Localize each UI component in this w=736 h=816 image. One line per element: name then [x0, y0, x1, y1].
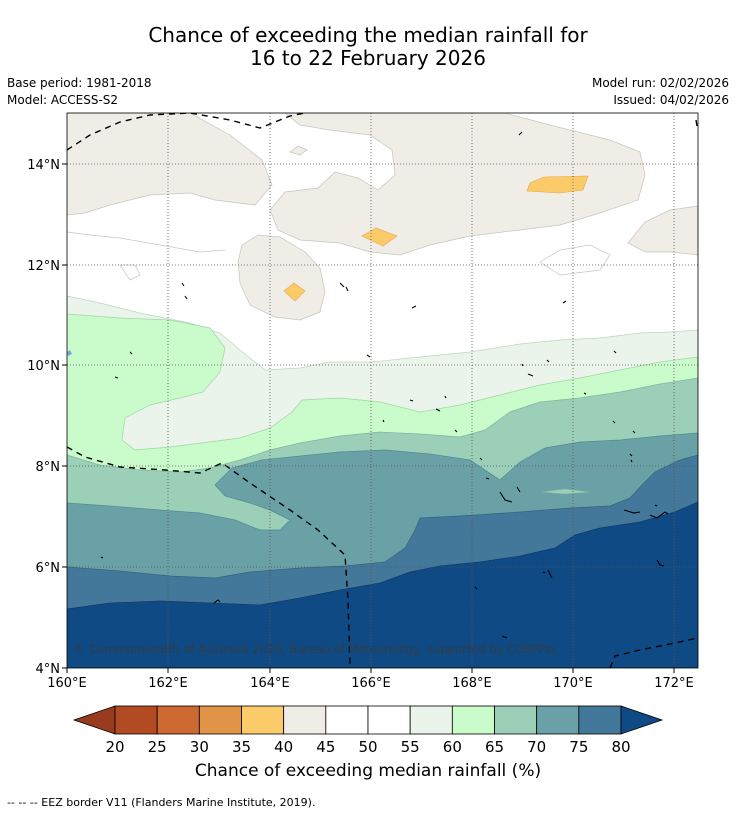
colorbar-segment-50-55 — [367, 705, 411, 735]
base-period: Base period: 1981-2018 — [7, 76, 152, 90]
eez-border-southeast — [609, 637, 698, 668]
colorbar-tick-45: 45 — [316, 738, 335, 756]
issued-date: Issued: 04/02/2026 — [613, 93, 729, 107]
lon-label-164E: 164°E — [250, 676, 290, 691]
western-edge-marker — [67, 350, 72, 356]
colorbar-tick-70: 70 — [527, 738, 546, 756]
rainfall-probability-map: © Commonwealth of Australia 2026, Bureau… — [67, 113, 698, 668]
colorbar-label: Chance of exceeding median rainfall (%) — [194, 761, 542, 781]
colorbar: 20 25 30 35 40 45 50 55 60 65 70 75 80 — [72, 705, 664, 756]
eez-border-north — [67, 113, 306, 151]
lat-label-6N: 6°N — [36, 561, 61, 576]
colorbar-over-arrow — [620, 705, 664, 735]
colorbar-segment-55-60 — [409, 705, 453, 735]
colorbar-segment-65-70 — [494, 705, 538, 735]
colorbar-segment-75-80 — [578, 705, 622, 735]
copyright-notice: © Commonwealth of Australia 2026, Bureau… — [74, 642, 558, 656]
colorbar-segment-70-75 — [536, 705, 580, 735]
model-run: Model run: 02/02/2026 — [591, 76, 729, 90]
lon-label-172E: 172°E — [654, 676, 694, 691]
lon-label-170E: 170°E — [553, 676, 593, 691]
lat-label-14N: 14°N — [27, 158, 60, 173]
colorbar-segment-25-30 — [156, 705, 200, 735]
colorbar-segment-20-25 — [114, 705, 158, 735]
colorbar-under-arrow — [72, 705, 116, 735]
map-gridlines — [67, 113, 698, 668]
colorbar-tick-25: 25 — [148, 738, 167, 756]
title-line-1: Chance of exceeding the median rainfall … — [148, 23, 588, 47]
axis-ticks — [62, 163, 675, 673]
contour-40-45-central-blob — [237, 234, 326, 321]
colorbar-tick-80: 80 — [611, 738, 630, 756]
islands — [100, 131, 669, 639]
lat-label-12N: 12°N — [27, 259, 60, 274]
colorbar-segment-60-65 — [451, 705, 495, 735]
contour-over-80 — [67, 501, 698, 668]
lat-label-10N: 10°N — [27, 359, 60, 374]
colorbar-tick-75: 75 — [569, 738, 588, 756]
lat-label-8N: 8°N — [36, 460, 61, 475]
colorbar-tick-30: 30 — [190, 738, 209, 756]
lon-label-162E: 162°E — [148, 676, 188, 691]
eez-footnote: -- -- -- EEZ border V11 (Flanders Marine… — [7, 796, 316, 809]
lon-label-168E: 168°E — [452, 676, 492, 691]
colorbar-tick-55: 55 — [401, 738, 420, 756]
colorbar-tick-35: 35 — [232, 738, 251, 756]
lon-label-160E: 160°E — [47, 676, 87, 691]
title-line-2: 16 to 22 February 2026 — [250, 46, 486, 70]
lon-label-166E: 166°E — [351, 676, 391, 691]
contour-40-45-north-central — [269, 113, 646, 256]
colorbar-tick-40: 40 — [274, 738, 293, 756]
contour-40-45-east — [627, 205, 698, 256]
colorbar-tick-60: 60 — [443, 738, 462, 756]
map-frame — [66, 112, 699, 669]
colorbar-segment-45-50 — [325, 705, 369, 735]
colorbar-segment-40-45 — [283, 705, 327, 735]
colorbar-tick-65: 65 — [485, 738, 504, 756]
model-name: Model: ACCESS-S2 — [7, 93, 119, 107]
eez-border-south — [67, 446, 351, 668]
colorbar-segment-35-40 — [241, 705, 285, 735]
contour-65-70-island — [541, 488, 591, 495]
colorbar-tick-20: 20 — [105, 738, 124, 756]
colorbar-tick-50: 50 — [358, 738, 377, 756]
colorbar-segment-30-35 — [198, 705, 242, 735]
lat-label-4N: 4°N — [36, 662, 61, 677]
contour-35-40-patch-3 — [283, 282, 306, 302]
